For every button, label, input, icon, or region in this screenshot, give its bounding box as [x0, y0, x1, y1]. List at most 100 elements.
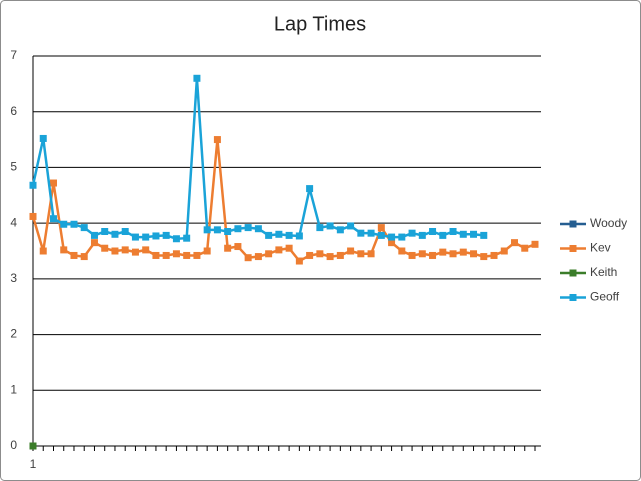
point-marker [480, 231, 488, 239]
point-marker [511, 239, 519, 247]
point-marker [70, 251, 78, 259]
point-marker [306, 185, 314, 193]
point-marker [388, 239, 396, 247]
point-marker [357, 229, 365, 237]
point-marker [142, 246, 150, 254]
point-marker [285, 231, 293, 239]
legend-swatch-marker [569, 269, 577, 277]
point-marker [418, 250, 426, 258]
x-tick-label: 1 [30, 457, 37, 471]
point-marker [367, 229, 375, 237]
point-marker [459, 230, 467, 238]
point-marker [429, 251, 437, 259]
point-marker [172, 235, 180, 243]
point-marker [152, 251, 160, 259]
point-marker [336, 226, 344, 234]
point-marker [111, 230, 119, 238]
point-marker [439, 231, 447, 239]
point-marker [172, 250, 180, 258]
point-marker [275, 246, 283, 254]
point-marker [500, 247, 508, 255]
point-marker [152, 232, 160, 240]
point-marker [244, 254, 252, 262]
point-marker [183, 234, 191, 242]
point-marker [470, 250, 478, 258]
point-marker [357, 250, 365, 258]
point-marker [326, 253, 334, 261]
y-tick-label: 2 [10, 327, 17, 341]
point-marker [101, 228, 109, 235]
point-marker [316, 224, 324, 232]
point-marker [521, 244, 529, 252]
point-marker [193, 251, 201, 259]
point-marker [80, 224, 88, 232]
point-marker [429, 228, 437, 235]
point-marker [418, 231, 426, 239]
point-marker [29, 442, 37, 450]
legend-label: Woody [590, 216, 627, 230]
point-marker [121, 228, 129, 235]
point-marker [213, 226, 221, 234]
legend-label: Keith [590, 265, 617, 279]
point-marker [80, 253, 88, 261]
point-marker [449, 250, 457, 258]
point-marker [295, 232, 303, 240]
point-marker [377, 231, 385, 239]
y-tick-label: 7 [10, 48, 17, 62]
y-tick-label: 0 [10, 438, 17, 452]
point-marker [347, 222, 355, 230]
point-marker [49, 179, 57, 187]
point-marker [193, 74, 201, 82]
point-marker [224, 244, 232, 252]
point-marker [254, 253, 262, 261]
legend-item: Woody [560, 216, 627, 230]
point-marker [408, 229, 416, 237]
point-marker [326, 222, 334, 230]
point-marker [234, 225, 242, 233]
point-marker [367, 250, 375, 258]
point-marker [90, 239, 98, 247]
y-tick-label: 6 [10, 104, 17, 118]
point-marker [398, 233, 406, 241]
point-marker [377, 224, 385, 232]
point-marker [254, 225, 262, 233]
legend-swatch-marker [569, 220, 577, 228]
point-marker [295, 257, 303, 265]
point-marker [285, 244, 293, 252]
point-marker [449, 228, 457, 235]
point-marker [90, 231, 98, 239]
y-tick-label: 1 [10, 382, 17, 396]
point-marker [121, 246, 129, 254]
point-marker [162, 231, 170, 239]
y-tick-label: 5 [10, 160, 17, 174]
point-marker [111, 247, 119, 255]
point-marker [203, 226, 211, 234]
point-marker [29, 181, 37, 189]
legend-item: Geoff [560, 290, 620, 304]
point-marker [347, 247, 355, 255]
point-marker [306, 251, 314, 259]
legend-label: Geoff [590, 290, 620, 304]
point-marker [459, 248, 467, 256]
point-marker [336, 251, 344, 259]
point-marker [316, 250, 324, 258]
point-marker [244, 224, 252, 232]
y-tick-label: 4 [10, 215, 17, 229]
point-marker [265, 250, 273, 258]
point-marker [275, 230, 283, 238]
point-marker [49, 215, 57, 223]
point-marker [183, 251, 191, 259]
point-marker [531, 240, 539, 248]
point-marker [101, 244, 109, 252]
point-marker [39, 247, 47, 255]
point-marker [162, 251, 170, 259]
point-marker [470, 230, 478, 238]
point-marker [408, 251, 416, 259]
point-marker [213, 136, 221, 144]
point-marker [490, 251, 498, 259]
point-marker [265, 231, 273, 239]
legend-item: Kev [560, 241, 611, 255]
legend-swatch-marker [569, 245, 577, 252]
